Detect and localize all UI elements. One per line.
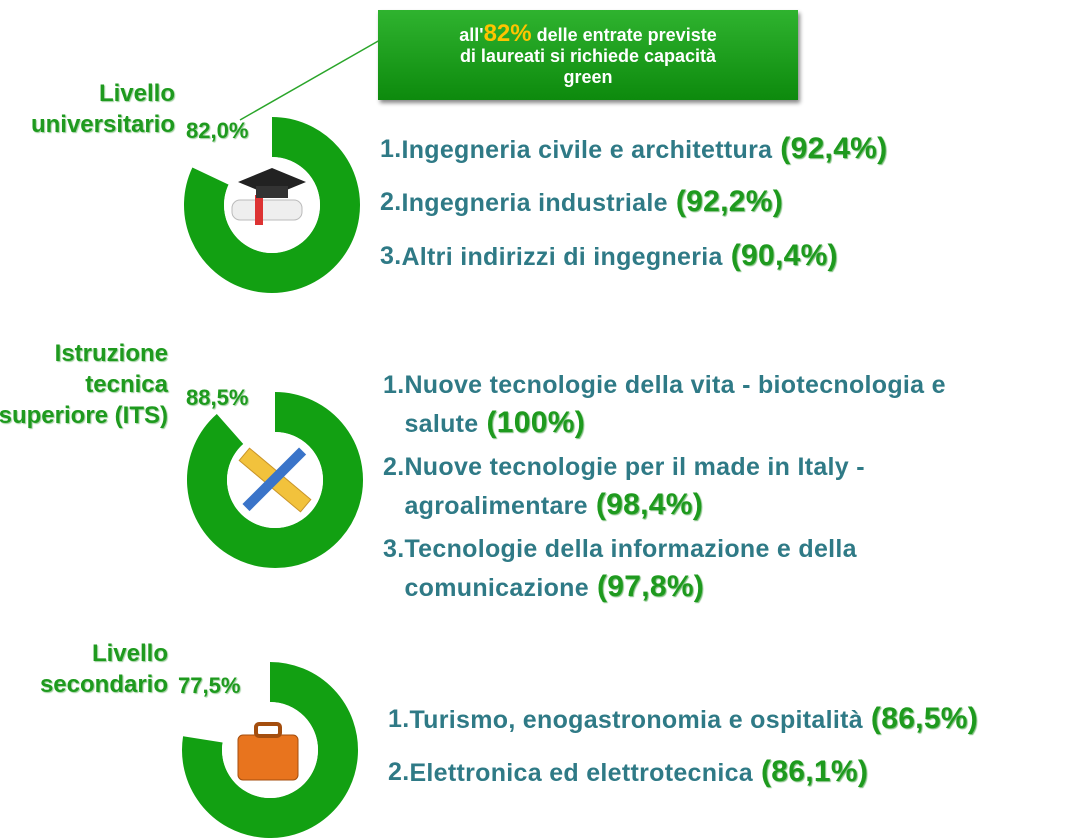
callout-prefix: all' (459, 25, 483, 45)
section-label: Istruzione tecnica superiore (ITS) (0, 338, 168, 431)
ranked-item: 1.Turismo, enogastronomia e ospitalità (8… (388, 700, 1068, 739)
item-body: Nuove tecnologie della vita - biotecnolo… (404, 366, 1043, 443)
ranked-item: 2.Nuove tecnologie per il made in Italy … (383, 448, 1043, 525)
infographic: all'82% delle entrate previste di laurea… (0, 0, 1068, 838)
item-body: Turismo, enogastronomia e ospitalità (86,… (409, 700, 978, 739)
item-rank: 1. (380, 130, 401, 169)
item-body: Tecnologie della informazione e della co… (404, 530, 1043, 607)
item-share: (100%) (487, 406, 586, 439)
item-name: Ingegneria industriale (401, 189, 667, 217)
item-body: Elettronica ed elettrotecnica (86,1%) (409, 753, 868, 792)
donut-label: 88,5% (186, 385, 248, 411)
item-share: (97,8%) (597, 570, 704, 603)
section-label: Livello universitario (0, 78, 175, 140)
item-body: Ingegneria civile e architettura (92,4%) (401, 130, 887, 169)
item-rank: 1. (388, 700, 409, 739)
item-share: (86,5%) (871, 702, 978, 735)
ranked-item: 3.Altri indirizzi di ingegneria (90,4%) (380, 237, 1060, 276)
item-name: Nuove tecnologie della vita - biotecnolo… (404, 371, 945, 438)
item-name: Turismo, enogastronomia e ospitalità (409, 706, 862, 734)
callout-text: all'82% delle entrate previste di laurea… (458, 23, 718, 88)
section-label: Livello secondario (0, 638, 168, 700)
item-name: Altri indirizzi di ingegneria (401, 243, 722, 271)
item-rank: 2. (388, 753, 409, 792)
ranked-item: 1.Nuove tecnologie della vita - biotecno… (383, 366, 1043, 443)
callout: all'82% delle entrate previste di laurea… (378, 10, 798, 100)
ranked-item: 2.Elettronica ed elettrotecnica (86,1%) (388, 753, 1068, 792)
item-rank: 3. (380, 237, 401, 276)
donut-label: 77,5% (178, 673, 240, 699)
item-share: (90,4%) (731, 239, 838, 272)
ranked-item: 1.Ingegneria civile e architettura (92,4%… (380, 130, 1060, 169)
item-name: Ingegneria civile e architettura (401, 136, 772, 164)
item-name: Elettronica ed elettrotecnica (409, 759, 753, 787)
donut-label: 82,0% (186, 118, 248, 144)
ranked-item: 3.Tecnologie della informazione e della … (383, 530, 1043, 607)
item-body: Altri indirizzi di ingegneria (90,4%) (401, 237, 837, 276)
item-rank: 2. (383, 448, 404, 525)
item-body: Ingegneria industriale (92,2%) (401, 183, 783, 222)
callout-pointer (240, 40, 380, 120)
item-body: Nuove tecnologie per il made in Italy - … (404, 448, 1043, 525)
callout-highlight: 82% (484, 20, 532, 47)
item-share: (98,4%) (596, 488, 703, 521)
item-rank: 2. (380, 183, 401, 222)
item-rank: 1. (383, 366, 404, 443)
item-share: (92,2%) (676, 185, 783, 218)
item-share: (86,1%) (761, 755, 868, 788)
item-rank: 3. (383, 530, 404, 607)
item-share: (92,4%) (780, 132, 887, 165)
ranked-item: 2.Ingegneria industriale (92,2%) (380, 183, 1060, 222)
